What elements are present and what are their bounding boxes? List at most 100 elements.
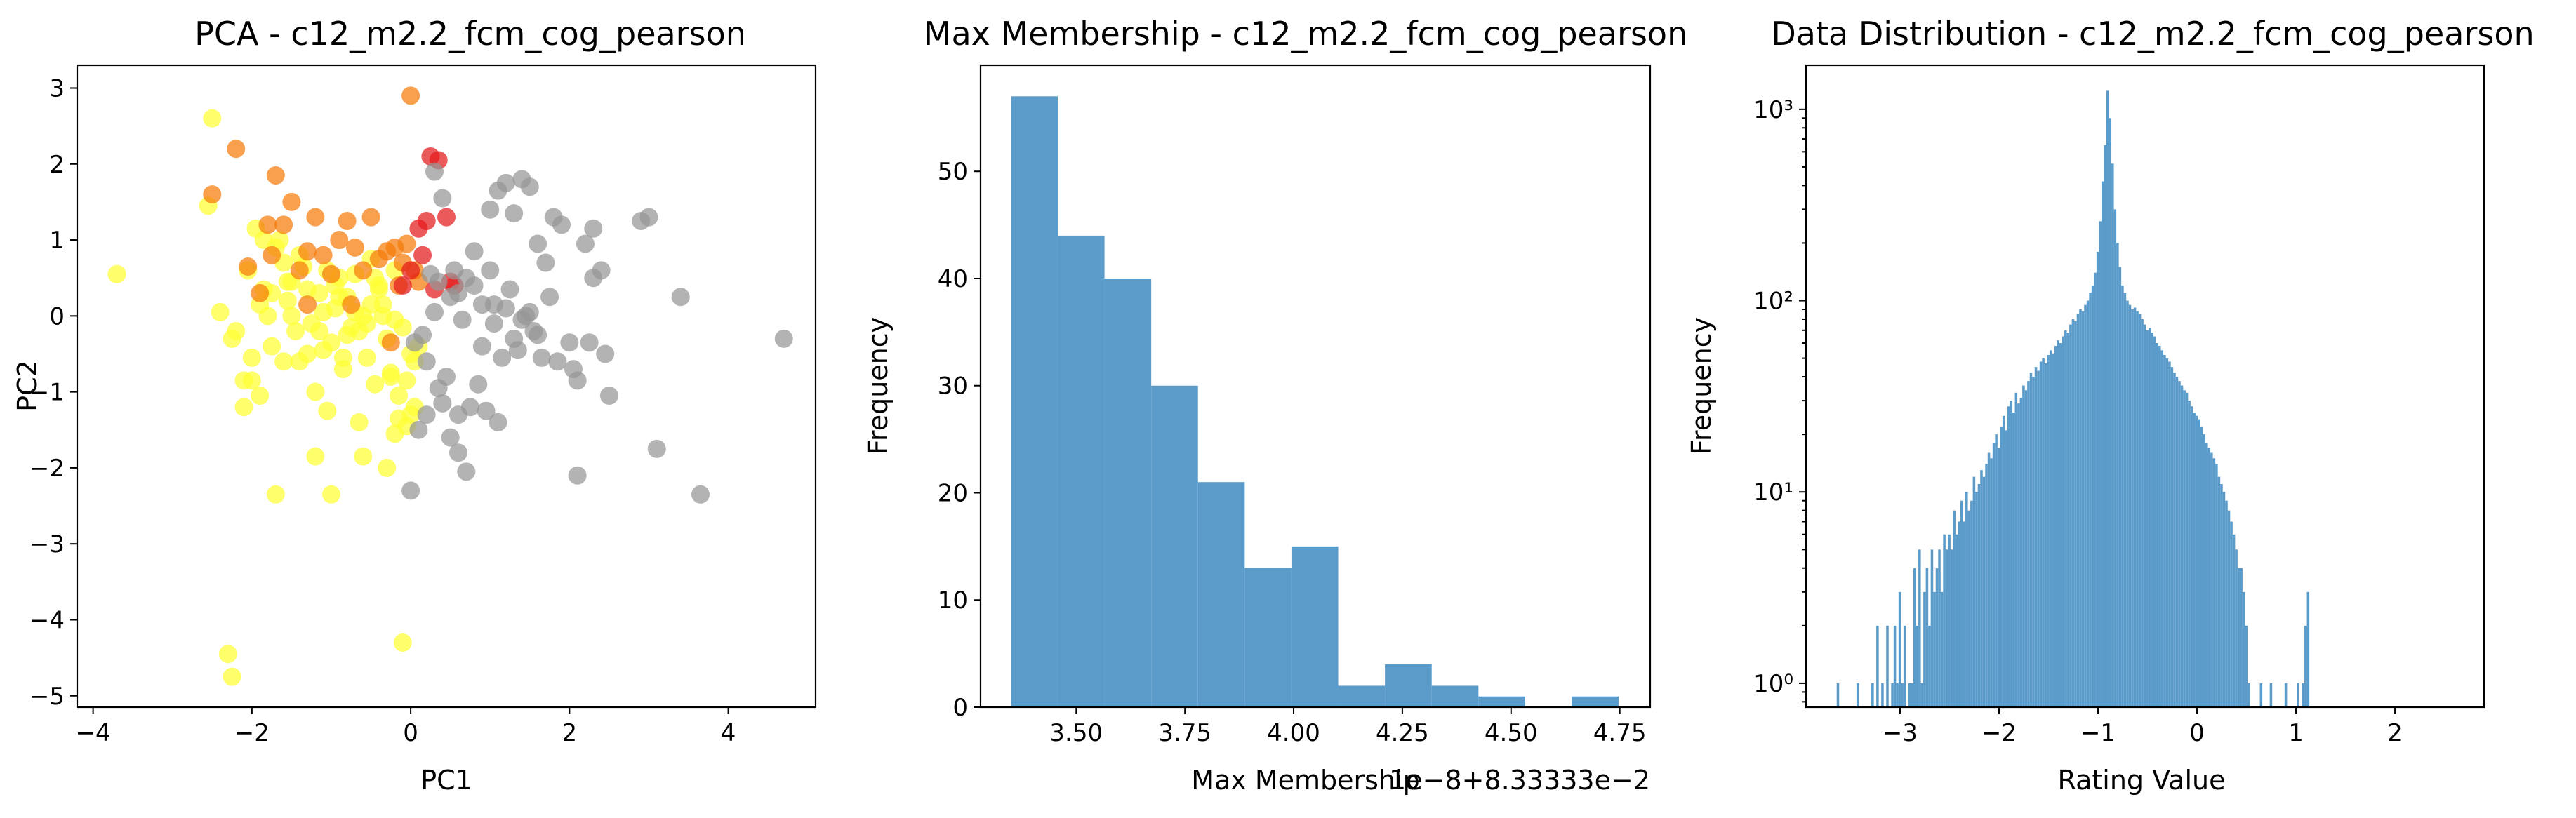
pca-point-gray	[496, 173, 515, 192]
membership-xlabel: Max Membership	[1191, 765, 1420, 796]
distribution-bar	[1995, 434, 1998, 707]
pca-point-gray	[457, 462, 476, 481]
pca-point-yellow	[278, 291, 297, 310]
pca-point-gray	[477, 401, 496, 420]
pca-point-orange	[330, 231, 349, 250]
pca-point-gray	[484, 314, 503, 333]
pca-point-gray	[472, 337, 491, 356]
pca-point-gray	[500, 280, 519, 299]
distribution-bar	[2123, 293, 2127, 707]
membership-bar	[1197, 482, 1245, 707]
pca-point-orange	[251, 283, 270, 302]
membership-offset-text: 1e−8+8.33333e−2	[1389, 765, 1650, 796]
distribution-bar	[2158, 346, 2161, 707]
distribution-bar	[2200, 426, 2203, 707]
distribution-bar	[1923, 591, 1926, 707]
membership-bar	[1057, 235, 1105, 708]
distribution-bar	[2047, 354, 2050, 707]
distribution-bar	[2230, 521, 2233, 707]
pca-point-yellow	[378, 458, 397, 477]
pca-point-yellow	[393, 318, 412, 337]
pca-point-orange	[401, 86, 420, 105]
distribution-bar	[2156, 343, 2159, 708]
distribution-bar	[1901, 683, 1904, 707]
distribution-bar	[2190, 406, 2193, 707]
distribution-bar	[2116, 243, 2119, 707]
distribution-bars	[1836, 90, 2310, 708]
distribution-bar	[2091, 285, 2094, 708]
pca-point-gray	[449, 405, 467, 424]
distribution-bar	[1903, 625, 1906, 707]
pca-point-yellow	[223, 667, 241, 686]
distribution-bar	[2044, 363, 2047, 707]
distribution-xtick-label: −3	[1883, 719, 1918, 747]
distribution-bar	[2000, 426, 2003, 707]
pca-point-yellow	[390, 387, 409, 405]
pca-point-orange	[290, 261, 309, 280]
pca-point-orange	[306, 208, 325, 227]
distribution-bar	[2071, 319, 2075, 707]
membership-ylabel: Frequency	[863, 317, 894, 455]
distribution-bar	[1987, 452, 1991, 707]
distribution-ytick-label: 10¹	[1753, 478, 1793, 507]
distribution-bar	[1963, 521, 1966, 707]
membership-bar	[1572, 696, 1619, 707]
distribution-bar	[1871, 683, 1874, 707]
pca-point-gray	[429, 379, 448, 398]
distribution-bar	[1916, 625, 1919, 707]
distribution-bar	[2180, 385, 2184, 707]
distribution-bar	[2113, 209, 2117, 707]
distribution-bar	[2195, 415, 2198, 707]
pca-point-yellow	[211, 302, 230, 321]
distribution-bar	[2138, 314, 2142, 707]
membership-panel: Max Membership - c12_m2.2_fcm_cog_pearso…	[863, 15, 1687, 796]
pca-point-yellow	[254, 231, 273, 250]
distribution-bar	[2081, 311, 2085, 707]
membership-xtick-label: 4.25	[1376, 719, 1429, 747]
distribution-bar	[2022, 385, 2025, 707]
distribution-bar	[1992, 443, 1996, 707]
pca-xtick-label: 2	[562, 719, 578, 747]
pca-point-red	[393, 276, 412, 295]
distribution-bar	[2217, 476, 2221, 707]
distribution-bar	[2240, 568, 2243, 707]
pca-point-gray	[401, 481, 420, 500]
distribution-bar	[2146, 330, 2149, 708]
distribution-bar	[2104, 145, 2107, 708]
distribution-bar	[2302, 683, 2305, 707]
distribution-bar	[2014, 392, 2018, 707]
distribution-bar	[2205, 443, 2208, 707]
distribution-bar	[2069, 324, 2072, 707]
distribution-bar	[2086, 300, 2090, 707]
distribution-bar	[2096, 251, 2099, 707]
membership-bar	[1151, 385, 1198, 707]
distribution-bar	[2207, 448, 2211, 707]
distribution-bar	[2118, 267, 2122, 707]
distribution-bar	[2215, 464, 2218, 707]
pca-ytick-label: −4	[29, 606, 65, 634]
distribution-bar	[2141, 319, 2144, 707]
membership-ytick-label: 50	[938, 158, 968, 186]
pca-point-gray	[481, 200, 500, 219]
membership-title: Max Membership - c12_m2.2_fcm_cog_pearso…	[924, 15, 1687, 53]
distribution-bar	[2225, 500, 2228, 707]
distribution-bar	[2027, 381, 2030, 707]
pca-point-yellow	[385, 424, 404, 443]
distribution-bar	[2237, 568, 2240, 707]
distribution-bar	[2284, 683, 2288, 707]
distribution-bar	[2109, 118, 2112, 707]
distribution-panel: Data Distribution - c12_m2.2_fcm_cog_pea…	[1686, 15, 2535, 796]
distribution-bar	[2198, 419, 2200, 707]
distribution-bar	[1997, 448, 2000, 707]
distribution-ytick-label: 10³	[1753, 96, 1793, 124]
distribution-bar	[2019, 398, 2023, 707]
distribution-bar	[2010, 401, 2013, 707]
pca-point-orange	[361, 208, 380, 227]
pca-point-gray	[469, 375, 488, 394]
pca-point-gray	[421, 264, 440, 283]
distribution-bar	[2111, 163, 2114, 708]
pca-point-orange	[298, 242, 317, 261]
distribution-bar	[2005, 430, 2007, 707]
pca-point-gray	[409, 420, 428, 439]
